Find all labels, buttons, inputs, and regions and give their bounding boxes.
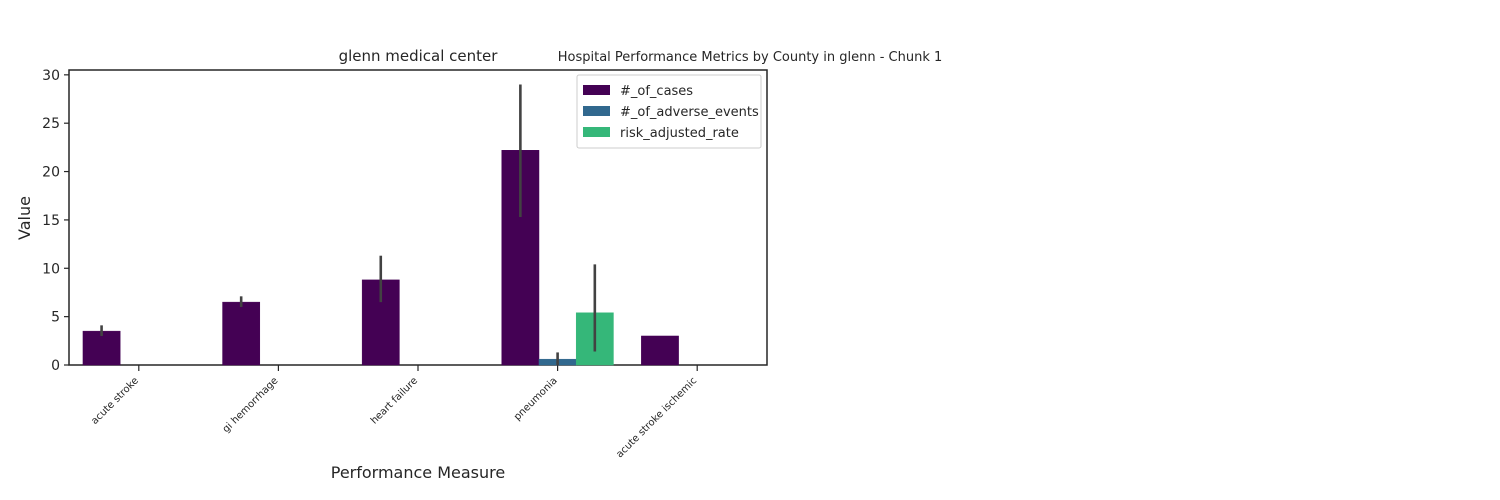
legend-swatch — [583, 85, 610, 95]
legend-swatch — [583, 127, 610, 137]
legend-label: #_of_cases — [620, 84, 693, 99]
y-tick-label: 30 — [42, 68, 60, 84]
y-tick-label: 0 — [51, 358, 60, 374]
legend-box — [576, 74, 762, 149]
bar-of-cases — [222, 301, 261, 366]
x-tick-label: heart failure — [369, 375, 420, 426]
y-tick-label: 15 — [42, 213, 60, 229]
x-tick-label: acute stroke — [89, 375, 141, 427]
bar-of-cases — [82, 330, 121, 366]
x-tick-label: gi hemorrhage — [221, 375, 281, 435]
legend-swatch — [583, 106, 610, 116]
bar-of-cases — [641, 335, 679, 366]
y-tick-label: 10 — [42, 261, 60, 277]
x-tick-label: acute stroke ischemic — [614, 375, 699, 460]
chart-title: glenn medical center — [339, 47, 499, 65]
y-tick-label: 25 — [42, 116, 60, 132]
legend-label: risk_adjusted_rate — [620, 126, 739, 141]
y-tick-label: 20 — [42, 165, 60, 181]
x-axis-label: Performance Measure — [331, 463, 505, 482]
x-tick-label: pneumonia — [512, 375, 560, 423]
legend: #_of_cases #_of_adverse_events risk_adjust… — [576, 74, 762, 149]
y-axis-label: Value — [15, 196, 34, 240]
legend-label: #_of_adverse_events — [620, 105, 759, 120]
figure-suptitle: Hospital Performance Metrics by County i… — [558, 50, 943, 65]
y-tick-label: 5 — [51, 310, 60, 326]
